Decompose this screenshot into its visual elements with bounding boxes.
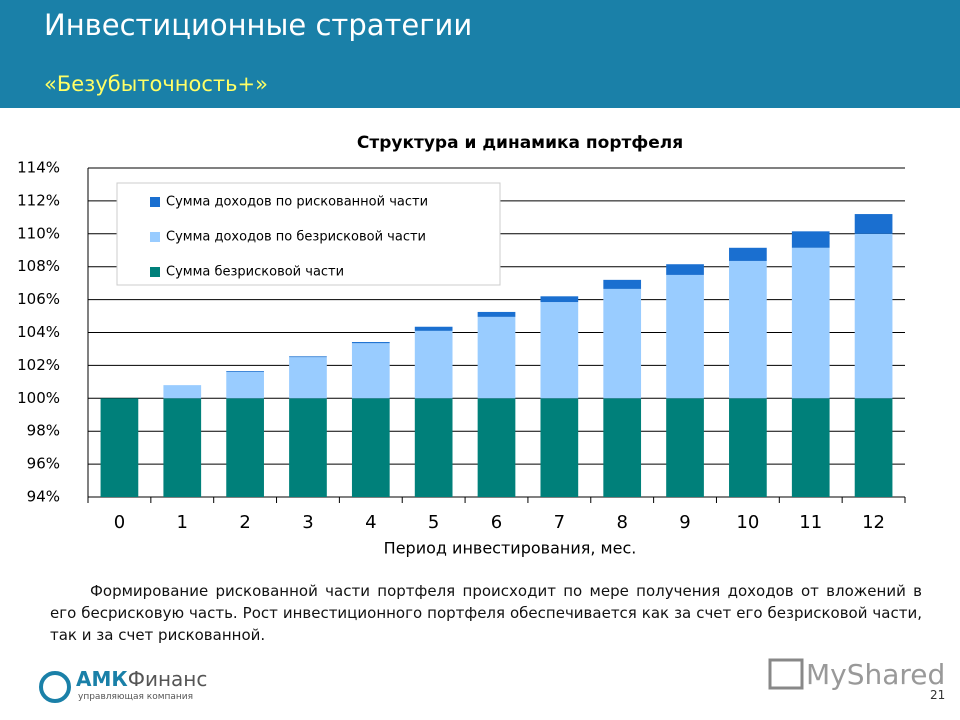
y-tick-label: 108%	[17, 257, 60, 275]
x-tick-label: 10	[736, 512, 759, 533]
bar-segment	[351, 398, 390, 497]
bar-segment	[226, 371, 264, 372]
bar-segment	[477, 398, 516, 497]
bar-segment	[163, 398, 202, 497]
y-tick-label: 100%	[17, 389, 60, 407]
logo-b: Финанс	[127, 667, 208, 691]
logo-a: АМК	[76, 667, 128, 691]
x-tick-label: 5	[428, 512, 439, 533]
title: Инвестиционные стратегии	[44, 8, 473, 42]
bar-segment	[414, 326, 453, 331]
bar-segment	[477, 311, 516, 317]
bar-segment	[289, 398, 327, 497]
x-tick-label: 3	[302, 512, 313, 533]
bar-segment	[603, 279, 642, 289]
bar-segment	[100, 398, 139, 497]
bar-segment	[666, 274, 704, 399]
bar-segment	[289, 357, 327, 399]
bar-segment	[226, 398, 264, 497]
bar-segment	[540, 398, 579, 497]
x-tick-label: 0	[114, 512, 125, 533]
page-number: 21	[930, 688, 946, 702]
bar-segment	[540, 302, 579, 399]
y-tick-label: 110%	[17, 224, 60, 242]
legend-box	[116, 182, 501, 286]
x-tick-label: 1	[177, 512, 188, 533]
header-band: Инвестиционные стратегии «Безубыточность…	[0, 0, 960, 108]
bar-segment	[289, 356, 327, 358]
x-tick-label: 4	[365, 512, 376, 533]
x-tick-label: 8	[616, 512, 627, 533]
chart-title: Структура и динамика портфеля	[357, 133, 683, 153]
y-tick-label: 112%	[17, 191, 60, 209]
bar-segment	[791, 398, 830, 497]
bar-segment	[226, 371, 264, 399]
y-tick-label: 106%	[17, 290, 60, 308]
bar-segment	[729, 260, 767, 399]
watermark: MyShared	[806, 658, 946, 691]
legend-swatch	[150, 267, 160, 277]
y-tick-label: 94%	[27, 488, 60, 506]
y-tick-label: 114%	[17, 159, 60, 177]
bar-segment	[666, 398, 704, 497]
legend-label: Сумма доходов по безрисковой части	[166, 230, 426, 245]
subtitle: «Безубыточность+»	[44, 72, 268, 96]
legend-swatch	[150, 232, 160, 242]
x-tick-label: 11	[799, 512, 822, 533]
bar-segment	[603, 398, 642, 497]
bar-segment	[854, 233, 893, 399]
bar-segment	[854, 214, 893, 234]
bar-segment	[791, 247, 830, 399]
bar-segment	[729, 247, 767, 261]
bar-segment	[163, 385, 202, 399]
bar-segment	[351, 343, 390, 399]
x-tick-label: 6	[491, 512, 502, 533]
bar-segment	[729, 398, 767, 497]
x-tick-label: 12	[862, 512, 885, 533]
y-tick-label: 102%	[17, 356, 60, 374]
legend-swatch	[150, 197, 160, 207]
bar-segment	[603, 288, 642, 399]
y-tick-label: 96%	[27, 455, 60, 473]
x-tick-label: 9	[679, 512, 690, 533]
bar-segment	[351, 342, 390, 344]
bar-segment	[414, 330, 453, 399]
x-axis-label: Период инвестирования, мес.	[384, 539, 637, 558]
y-tick-label: 104%	[17, 323, 60, 341]
legend-label: Сумма доходов по рискованной части	[166, 195, 428, 210]
legend-label: Сумма безрисковой части	[166, 265, 344, 280]
x-tick-label: 2	[239, 512, 250, 533]
bar-segment	[477, 316, 516, 399]
y-tick-label: 98%	[27, 422, 60, 440]
paragraph: Формирование рискованной части портфеля …	[50, 582, 922, 644]
x-tick-label: 7	[554, 512, 565, 533]
bar-segment	[540, 296, 579, 303]
bar-segment	[414, 398, 453, 497]
logo-sub: управляющая компания	[78, 692, 194, 702]
bar-segment	[791, 231, 830, 248]
logo: АМКФинанс	[76, 667, 207, 691]
bar-segment	[854, 398, 893, 497]
bar-segment	[666, 264, 704, 275]
